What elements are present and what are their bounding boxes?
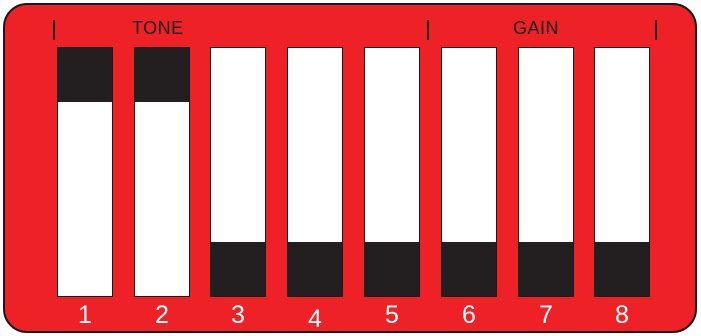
dip-switch-8[interactable]	[594, 47, 650, 297]
switch-lever[interactable]	[595, 242, 649, 296]
switch-number-6: 6	[462, 301, 476, 329]
gain-range-end-marker	[655, 20, 657, 40]
switch-lever[interactable]	[442, 242, 496, 296]
dip-switch-panel	[3, 3, 697, 333]
switch-lever[interactable]	[211, 242, 265, 296]
switch-number-8: 8	[615, 301, 629, 329]
dip-switch-5[interactable]	[364, 47, 420, 297]
tone-section-label: TONE	[132, 18, 184, 38]
switch-lever[interactable]	[58, 48, 112, 102]
dip-switch-1[interactable]	[57, 47, 113, 297]
tone-range-start-marker	[53, 20, 55, 40]
switch-number-5: 5	[385, 301, 399, 329]
switch-lever[interactable]	[288, 242, 342, 296]
switch-number-2: 2	[155, 301, 169, 329]
switch-number-1: 1	[78, 301, 92, 329]
dip-switch-3[interactable]	[210, 47, 266, 297]
switch-number-7: 7	[539, 301, 553, 329]
switch-number-4: 4	[308, 305, 322, 333]
dip-switch-2[interactable]	[134, 47, 190, 297]
switch-lever[interactable]	[135, 48, 189, 102]
dip-switch-4[interactable]	[287, 47, 343, 297]
switch-number-3: 3	[231, 301, 245, 329]
dip-switch-7[interactable]	[518, 47, 574, 297]
dip-switch-6[interactable]	[441, 47, 497, 297]
tone-gain-divider-marker	[427, 20, 429, 40]
gain-section-label: GAIN	[513, 18, 560, 38]
switch-lever[interactable]	[365, 242, 419, 296]
switch-lever[interactable]	[519, 242, 573, 296]
